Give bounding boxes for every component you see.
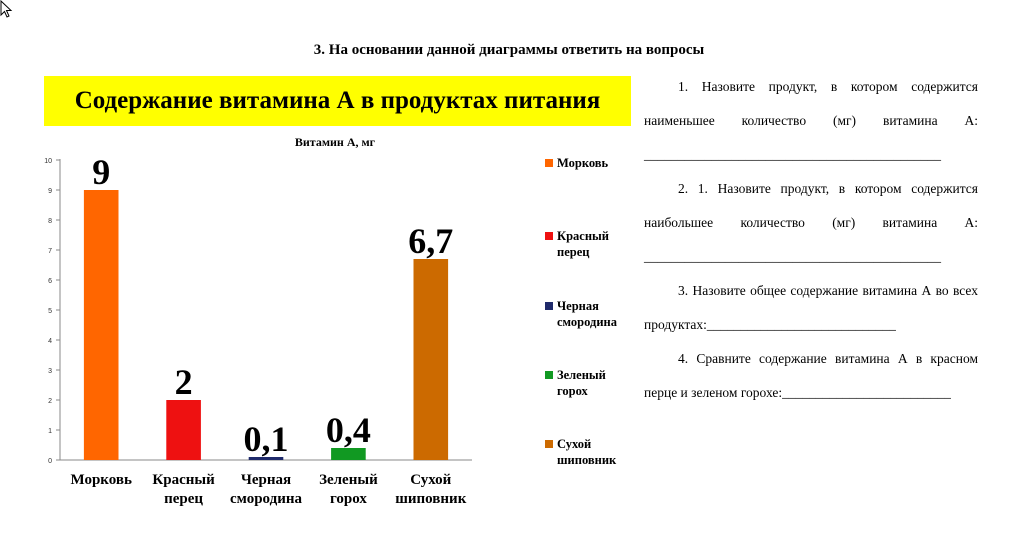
x-tick-label: Черная — [241, 472, 291, 488]
legend-label: Морковь — [557, 156, 609, 170]
data-label: 9 — [92, 152, 110, 192]
legend-item: Черная смородина — [545, 298, 645, 330]
x-tick-label: перец — [164, 491, 203, 507]
legend-label: Черная смородина — [557, 299, 617, 329]
x-tick-label: шиповник — [395, 491, 466, 507]
legend-item: Зеленый горох — [545, 367, 645, 399]
x-tick-label: Сухой — [410, 472, 451, 488]
legend-swatch — [545, 371, 553, 379]
legend-swatch — [545, 232, 553, 240]
y-tick-label: 9 — [48, 188, 52, 195]
x-tick-label: горох — [330, 491, 367, 507]
data-label: 2 — [175, 362, 193, 402]
chart-banner: Содержание витамина А в продуктах питани… — [44, 76, 631, 126]
y-tick-label: 8 — [48, 218, 52, 225]
y-tick-label: 0 — [48, 458, 52, 465]
legend-item: Сухой шиповник — [545, 436, 645, 468]
y-tick-label: 7 — [48, 248, 52, 255]
bar — [413, 259, 449, 460]
legend-label: Сухой шиповник — [557, 437, 617, 467]
legend-label: Красный перец — [557, 229, 609, 259]
y-tick-label: 4 — [48, 338, 52, 345]
legend-swatch — [545, 302, 553, 310]
question-1: 1. Назовите продукт, в котором содержитс… — [644, 79, 978, 162]
questions-block: 1. Назовите продукт, в котором содержитс… — [644, 70, 978, 410]
mouse-cursor-icon — [0, 0, 13, 18]
bar — [331, 448, 366, 460]
legend-item: Морковь — [545, 155, 645, 171]
legend-swatch — [545, 440, 553, 448]
question-3: 3. Назовите общее содержание витамина А … — [644, 283, 978, 332]
legend-item: Красный перец — [545, 228, 645, 260]
data-label: 6,7 — [408, 221, 453, 261]
y-tick-label: 1 — [48, 428, 52, 435]
bar — [248, 457, 284, 460]
x-tick-label: Красный — [152, 472, 215, 488]
chart-title: Витамин А, мг — [295, 135, 376, 149]
bar — [166, 400, 201, 460]
x-tick-label: Зеленый — [319, 472, 378, 488]
question-2: 2. 1. Назовите продукт, в котором содерж… — [644, 181, 978, 264]
x-tick-label: Морковь — [70, 472, 131, 488]
y-tick-label: 2 — [48, 398, 52, 405]
data-label: 0,4 — [326, 410, 371, 450]
data-label: 0,1 — [244, 419, 289, 459]
y-tick-label: 3 — [48, 368, 52, 375]
y-tick-label: 6 — [48, 278, 52, 285]
bar — [83, 190, 119, 460]
task-heading: 3. На основании данной диаграммы ответит… — [313, 42, 705, 58]
question-4: 4. Сравните содержание витамина А в крас… — [644, 351, 978, 400]
legend-swatch — [545, 159, 553, 167]
x-tick-label: смородина — [230, 491, 302, 507]
y-tick-label: 5 — [48, 308, 52, 315]
vitamin-bar-chart: Витамин А, мг 0 1 2 3 4 5 6 7 8 9 10 9 2 0,1 0,4 6,7 М… — [44, 135, 472, 507]
y-tick-label: 10 — [44, 158, 52, 165]
legend-label: Зеленый горох — [557, 368, 606, 398]
banner-title: Содержание витамина А в продуктах питани… — [74, 87, 601, 114]
